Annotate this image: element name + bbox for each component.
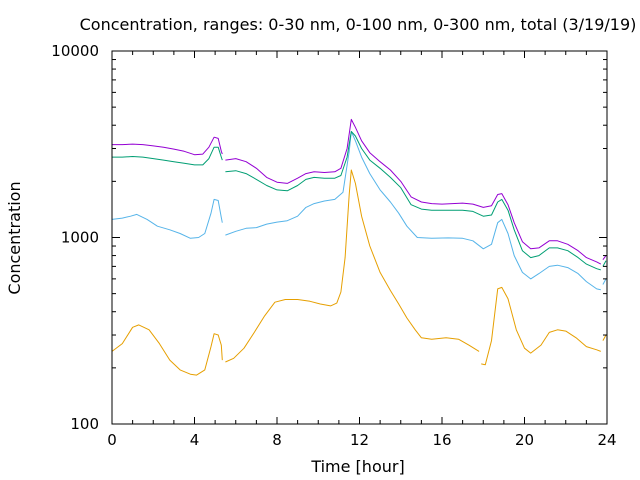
series-line-1 — [225, 169, 480, 363]
y-axis-label: Concentration — [5, 181, 24, 294]
series-line-2 — [225, 131, 601, 291]
series-line-2 — [602, 278, 607, 285]
series-line-3 — [602, 260, 607, 267]
plot-frame — [111, 50, 608, 425]
series-line-4 — [112, 136, 223, 156]
series-line-3 — [112, 146, 223, 166]
series-line-4 — [602, 255, 607, 261]
y-tick-label: 10000 — [51, 42, 99, 60]
y-tick-label: 100 — [70, 415, 99, 433]
x-tick-label: 16 — [432, 431, 451, 449]
series-line-1 — [481, 286, 601, 366]
series-line-4 — [225, 118, 602, 265]
series-line-2 — [111, 198, 223, 239]
series-line-1 — [111, 324, 223, 376]
y-tick-label: 1000 — [61, 229, 99, 247]
chart-title: Concentration, ranges: 0-30 nm, 0-100 nm… — [80, 15, 637, 34]
series-group — [111, 118, 607, 376]
x-tick-label: 4 — [190, 431, 200, 449]
series-line-3 — [225, 131, 601, 271]
x-tick-label: 12 — [350, 431, 369, 449]
x-axis-label: Time [hour] — [310, 457, 404, 476]
x-tick-label: 0 — [107, 431, 117, 449]
tick-group: 0 4 8 12 16 20 24 100 1000 10000 — [51, 42, 616, 449]
x-tick-label: 8 — [272, 431, 282, 449]
x-tick-label: 24 — [597, 431, 616, 449]
x-tick-label: 20 — [515, 431, 534, 449]
series-line-1 — [602, 334, 607, 341]
